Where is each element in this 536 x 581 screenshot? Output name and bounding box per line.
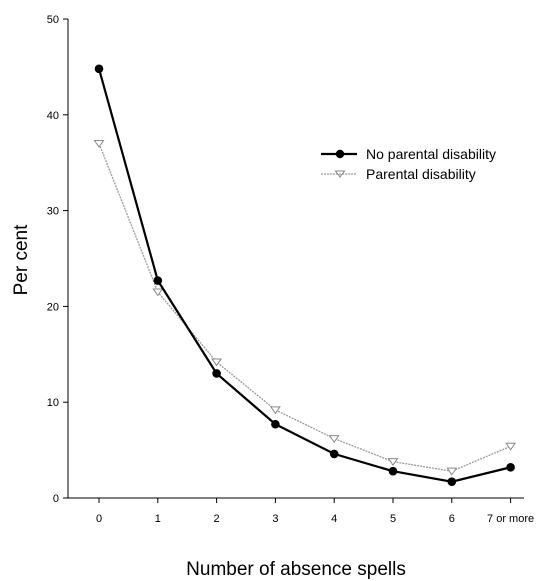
y-tick-label: 0 <box>53 493 59 505</box>
x-tick-label: 7 or more <box>487 513 534 525</box>
data-point-parental-disability <box>152 288 164 297</box>
legend-item-no-parental-disability: No parental disability <box>321 146 496 162</box>
y-tick-label: 30 <box>47 206 59 218</box>
y-tick-label: 50 <box>47 14 59 26</box>
x-tick-label: 4 <box>331 513 337 525</box>
x-tick-label: 6 <box>449 513 455 525</box>
data-point-no-parental-disability <box>329 449 339 459</box>
y-tick-label: 40 <box>47 110 59 122</box>
legend-marker-parental-disability <box>334 170 346 178</box>
x-tick-label: 5 <box>390 513 396 525</box>
data-point-no-parental-disability <box>153 276 163 285</box>
x-tick-label: 2 <box>214 513 220 525</box>
x-ticks: 0 1 2 3 4 5 6 7 or more <box>96 498 534 525</box>
series-line-no-parental-disability <box>97 68 511 483</box>
legend: No parental disability Parental disabili… <box>321 146 496 182</box>
data-point-parental-disability <box>211 358 223 367</box>
data-point-parental-disability <box>328 435 340 443</box>
x-tick-label: 3 <box>272 513 278 525</box>
data-point-no-parental-disability <box>94 64 104 74</box>
x-tick-label: 0 <box>96 513 102 525</box>
data-point-no-parental-disability <box>447 477 457 487</box>
axes <box>67 19 524 499</box>
legend-item-parental-disability: Parental disability <box>321 166 476 182</box>
legend-marker-no-parental-disability <box>335 149 345 159</box>
data-point-parental-disability <box>93 140 105 148</box>
data-point-no-parental-disability <box>212 369 221 378</box>
y-axis-title: Per cent <box>11 224 32 295</box>
x-tick-label: 1 <box>155 513 161 525</box>
y-tick-label: 10 <box>47 397 59 409</box>
series-layer <box>93 64 517 487</box>
y-tick-label: 20 <box>47 301 59 313</box>
series-line-parental-disability <box>98 143 511 472</box>
legend-label-no-parental-disability: No parental disability <box>366 146 496 162</box>
y-ticks: 0 10 20 30 40 50 <box>47 14 68 505</box>
data-point-no-parental-disability <box>271 419 280 429</box>
x-axis-title: Number of absence spells <box>186 559 406 580</box>
data-point-parental-disability <box>269 406 281 415</box>
data-point-no-parental-disability <box>506 463 515 472</box>
data-point-parental-disability <box>505 442 517 451</box>
data-point-parental-disability <box>387 458 399 466</box>
legend-label-parental-disability: Parental disability <box>366 166 476 182</box>
data-point-no-parental-disability <box>388 466 398 476</box>
data-point-parental-disability <box>446 467 458 476</box>
